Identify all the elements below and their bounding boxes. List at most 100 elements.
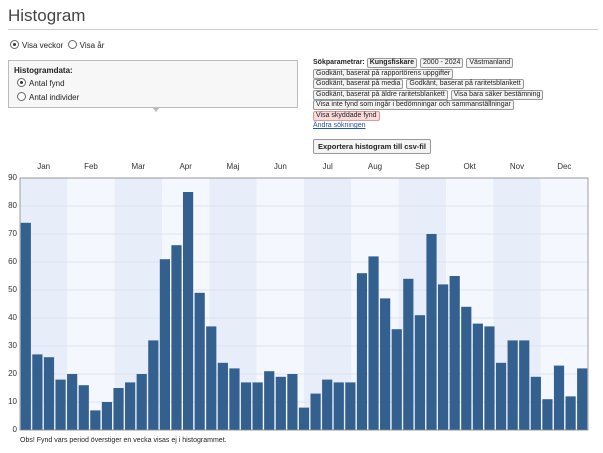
bar bbox=[391, 329, 402, 430]
bar bbox=[298, 407, 310, 430]
y-tick-label: 40 bbox=[8, 313, 17, 322]
search-tag: Godkänt, baserat på rapportörens uppgift… bbox=[313, 68, 454, 79]
bar bbox=[449, 276, 460, 430]
month-label: Okt bbox=[463, 162, 476, 171]
data-box: Histogramdata: Antal fynd Antal individe… bbox=[8, 60, 298, 108]
radio[interactable] bbox=[17, 92, 26, 101]
bar bbox=[553, 365, 565, 430]
bar bbox=[484, 326, 495, 430]
search-tag: Visa bara säker bestämning bbox=[450, 89, 544, 100]
bar bbox=[275, 376, 286, 430]
month-label: Sep bbox=[415, 162, 430, 171]
option-label: Visa år bbox=[79, 41, 105, 50]
bar bbox=[32, 354, 43, 430]
bar bbox=[252, 382, 263, 430]
edit-link[interactable]: Ändra sökningen bbox=[313, 122, 366, 129]
bar bbox=[43, 357, 55, 430]
bar bbox=[287, 374, 298, 430]
bar bbox=[136, 374, 147, 430]
y-tick-label: 60 bbox=[8, 257, 17, 266]
page-title: Histogram bbox=[8, 6, 86, 25]
option-label: Antal fynd bbox=[29, 79, 65, 88]
option-label: Visa veckor bbox=[22, 41, 64, 50]
bar bbox=[507, 340, 518, 430]
y-tick-label: 10 bbox=[8, 397, 17, 406]
bar bbox=[171, 245, 182, 430]
search-tag: Västmanland bbox=[466, 58, 514, 68]
plot-frame bbox=[19, 177, 589, 431]
bar bbox=[229, 368, 240, 430]
bar bbox=[90, 410, 101, 430]
bar bbox=[194, 292, 205, 430]
y-tick-label: 50 bbox=[8, 285, 17, 294]
search-label: Sökparametrar: bbox=[313, 59, 365, 66]
bar bbox=[345, 382, 356, 430]
bar bbox=[461, 306, 472, 430]
export-button[interactable]: Exportera histogram till csv-fil bbox=[313, 139, 431, 154]
bar bbox=[310, 393, 321, 430]
chart: Jan Feb Mar Apr Maj Jun Jul Aug Sep Okt Nov Dec 0 10 2… bbox=[8, 162, 589, 434]
month-label: Maj bbox=[227, 162, 240, 171]
bar bbox=[20, 222, 31, 430]
bar bbox=[414, 315, 426, 430]
month-label: Nov bbox=[510, 162, 524, 171]
bar bbox=[472, 323, 483, 430]
search-tag: Visa skyddade fynd bbox=[313, 110, 380, 121]
bar bbox=[542, 399, 553, 430]
bar bbox=[333, 382, 344, 430]
search-tag: Kungsfiskare bbox=[366, 58, 418, 68]
month-label: Jul bbox=[323, 162, 333, 171]
box-pointer bbox=[152, 107, 160, 112]
month-label: Aug bbox=[368, 162, 382, 171]
bar bbox=[565, 396, 576, 430]
bar bbox=[182, 192, 194, 430]
y-tick-label: 70 bbox=[8, 229, 17, 238]
month-label: Feb bbox=[84, 162, 98, 171]
month-label: Apr bbox=[179, 162, 192, 171]
box-title: Histogramdata: bbox=[14, 66, 73, 75]
radio[interactable] bbox=[17, 78, 26, 87]
view-options: Visa veckor Visa år bbox=[10, 40, 104, 50]
footer-note: Obs! Fynd vars period överstiger en veck… bbox=[20, 437, 227, 444]
bar bbox=[55, 379, 66, 430]
month-label: Mar bbox=[131, 162, 145, 171]
search-tag: Godkänt, baserat på äldre raritetsblanke… bbox=[313, 89, 448, 100]
search-tags: Sökparametrar: Kungsfiskare 2000 - 2024 … bbox=[313, 58, 545, 132]
bar bbox=[101, 402, 113, 430]
y-tick-label: 30 bbox=[8, 341, 17, 350]
bar bbox=[206, 326, 217, 430]
search-tag: 2000 - 2024 bbox=[420, 58, 464, 68]
bar bbox=[322, 379, 333, 430]
month-label: Jun bbox=[274, 162, 287, 171]
bar bbox=[240, 382, 252, 430]
bar bbox=[530, 376, 541, 430]
title-rule bbox=[8, 29, 598, 30]
bar bbox=[78, 385, 89, 430]
bar bbox=[67, 374, 78, 430]
y-tick-label: 0 bbox=[13, 425, 18, 434]
radio[interactable] bbox=[67, 40, 77, 49]
radio[interactable] bbox=[10, 40, 19, 49]
search-tag: Visa inte fynd som ingår i bedömningar o… bbox=[313, 100, 514, 110]
month-label: Dec bbox=[557, 162, 571, 171]
bar bbox=[426, 234, 437, 430]
search-tag: Godkänt, baserat på media bbox=[313, 79, 404, 89]
bar bbox=[495, 362, 507, 430]
month-label: Jan bbox=[37, 162, 50, 171]
bar bbox=[159, 259, 170, 430]
y-tick-label: 90 bbox=[8, 173, 17, 182]
bar bbox=[217, 362, 228, 430]
y-tick-label: 80 bbox=[8, 201, 17, 210]
y-tick-label: 20 bbox=[8, 369, 17, 378]
bar bbox=[438, 284, 449, 430]
bar bbox=[577, 368, 588, 430]
bar bbox=[264, 371, 275, 430]
bar bbox=[368, 256, 379, 430]
bar bbox=[403, 278, 414, 430]
bar bbox=[519, 340, 530, 430]
option-label: Antal individer bbox=[29, 93, 80, 102]
bar bbox=[356, 273, 368, 430]
bar bbox=[113, 388, 124, 430]
bar bbox=[148, 340, 159, 430]
